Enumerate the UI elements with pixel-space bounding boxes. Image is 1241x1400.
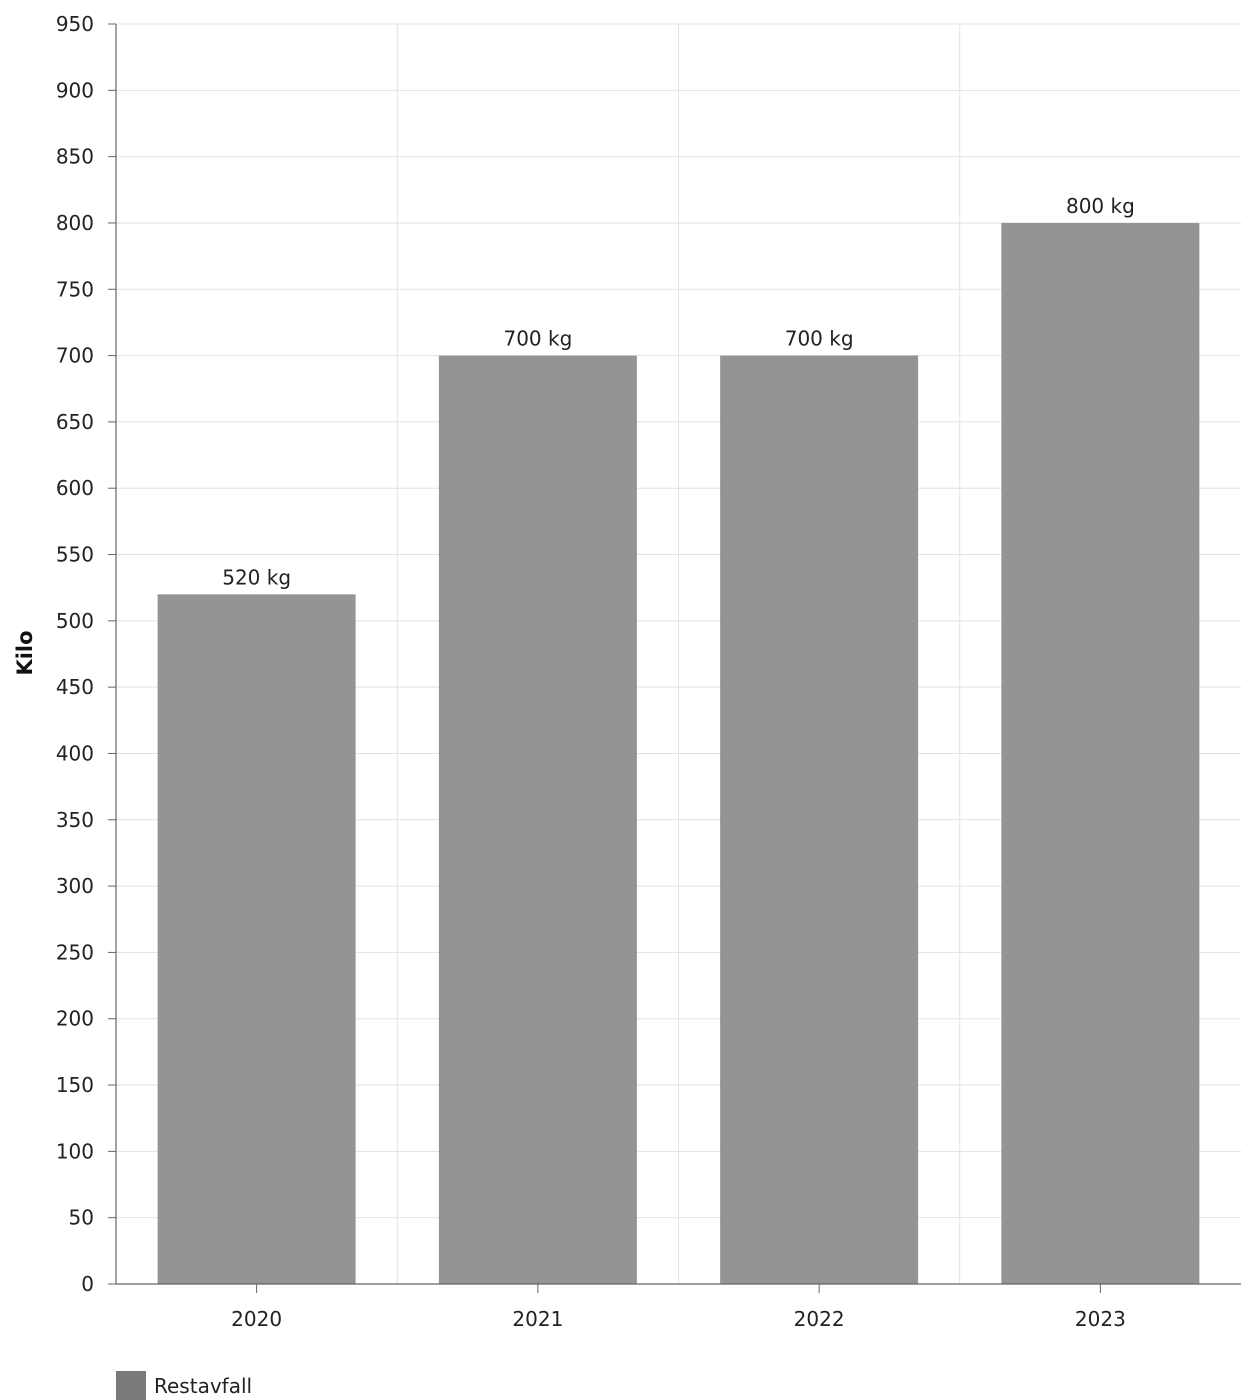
y-tick-label: 550 [56, 543, 94, 567]
y-tick-label: 450 [56, 675, 94, 699]
y-axis-title: Kilo [13, 630, 37, 675]
legend: Restavfall [116, 1371, 252, 1400]
y-tick-label: 500 [56, 609, 94, 633]
data-label-2020: 520 kg [222, 565, 291, 589]
y-tick-label: 600 [56, 476, 94, 500]
bar-2022[interactable] [720, 355, 919, 1284]
bar-2020[interactable] [157, 594, 356, 1284]
y-tick-label: 200 [56, 1007, 94, 1031]
y-tick-label: 700 [56, 344, 94, 368]
legend-swatch-restavfall [116, 1371, 146, 1400]
x-tick-label-2021: 2021 [512, 1307, 563, 1331]
y-tick-label: 50 [69, 1206, 94, 1230]
data-label-2022: 700 kg [785, 327, 854, 351]
x-tick-label-2023: 2023 [1075, 1307, 1126, 1331]
labels: 0 50 100 150 200 250 300 350 400 450 500 550 600 650 7… [56, 12, 1135, 1331]
data-label-2021: 700 kg [503, 327, 572, 351]
y-tick-label: 950 [56, 12, 94, 36]
y-tick-label: 900 [56, 78, 94, 102]
bars [157, 222, 1200, 1284]
y-tick-label: 0 [81, 1272, 94, 1296]
y-tick-label: 750 [56, 277, 94, 301]
y-tick-label: 100 [56, 1139, 94, 1163]
y-tick-label: 300 [56, 874, 94, 898]
y-tick-label: 650 [56, 410, 94, 434]
y-tick-label: 400 [56, 741, 94, 765]
y-tick-label: 250 [56, 940, 94, 964]
x-tick-label-2020: 2020 [231, 1307, 282, 1331]
x-tick-label-2022: 2022 [794, 1307, 845, 1331]
y-tick-label: 800 [56, 211, 94, 235]
legend-label-restavfall: Restavfall [154, 1373, 253, 1398]
data-label-2023: 800 kg [1066, 194, 1135, 218]
y-tick-label: 850 [56, 145, 94, 169]
axes [108, 23, 1241, 1293]
bar-2023[interactable] [1001, 222, 1200, 1284]
bar-2021[interactable] [438, 355, 637, 1284]
y-tick-label: 350 [56, 808, 94, 832]
bar-chart: 0 50 100 150 200 250 300 350 400 450 500 550 600 650 7… [13, 12, 1241, 1331]
y-tick-label: 150 [56, 1073, 94, 1097]
